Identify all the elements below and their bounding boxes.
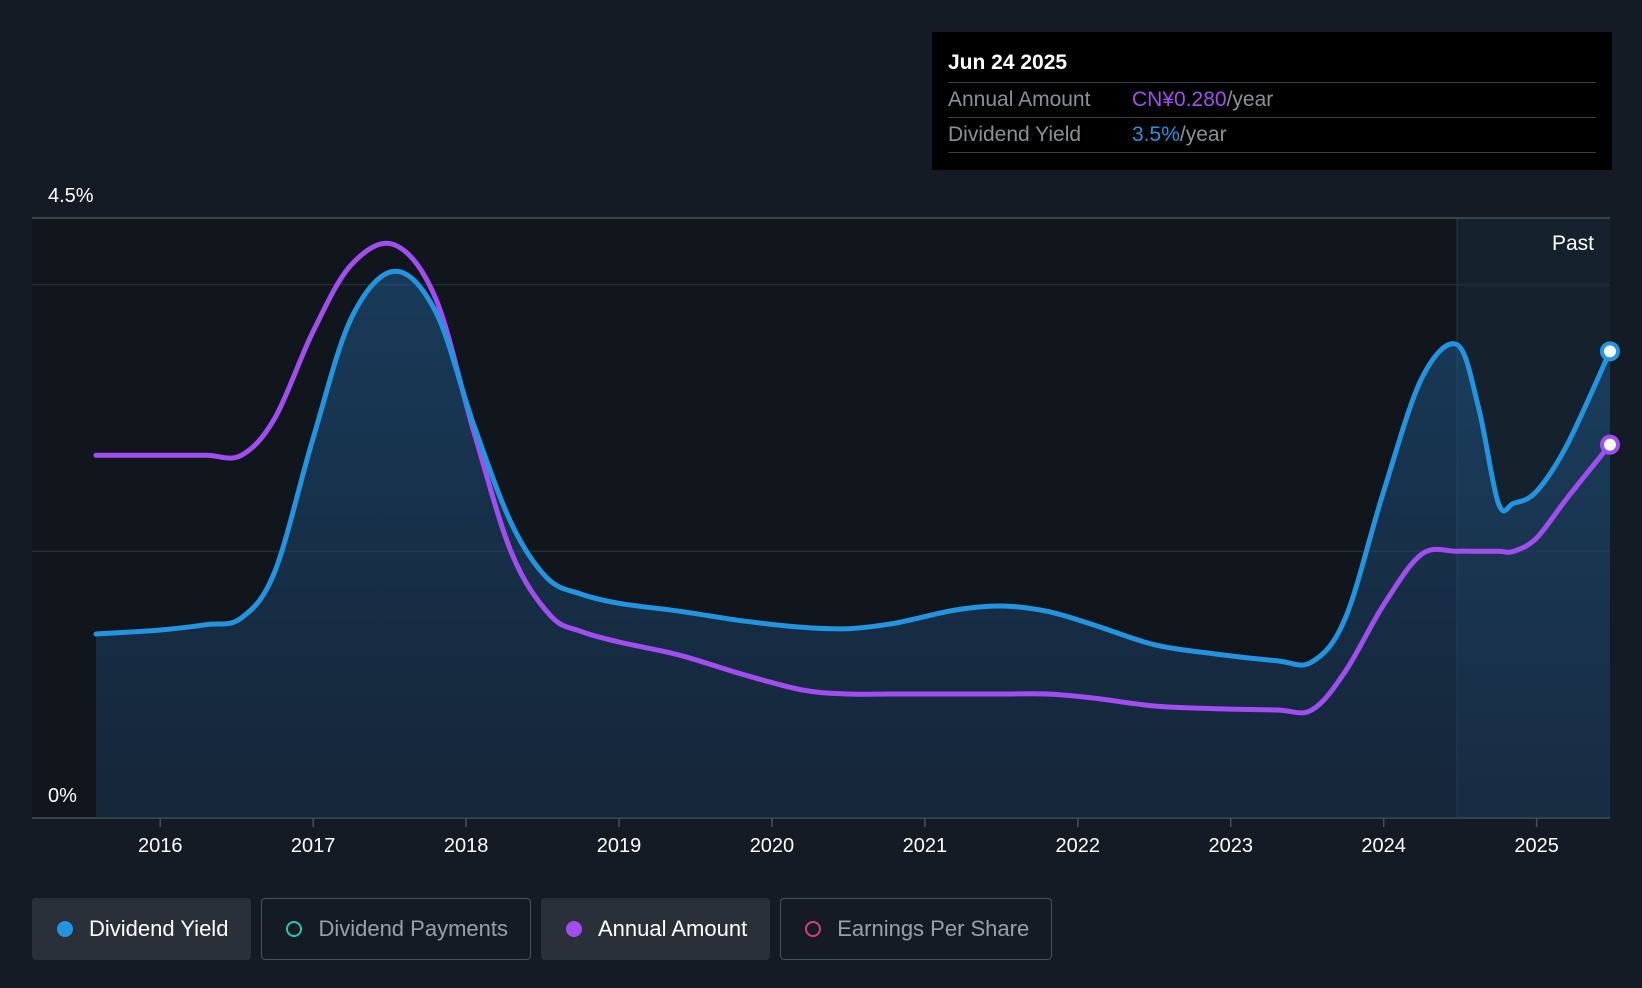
annual-amount-end-marker [1600,434,1620,455]
tooltip: Jun 24 2025 Annual Amount CN¥0.280 /year… [932,32,1612,170]
legend-dividend-yield-button[interactable]: Dividend Yield [32,898,252,960]
legend-annual-amount-button[interactable]: Annual Amount [540,898,771,960]
tooltip-row-dividend-yield: Dividend Yield 3.5% /year [948,117,1596,153]
tooltip-date: Jun 24 2025 [948,51,1068,74]
filled-circle-icon [565,921,582,937]
hollow-circle-icon [805,921,822,937]
annual-amount-line [93,240,1613,716]
dividend-yield-end-marker [1600,341,1620,362]
x-axis-ticks: 2016 2017 2018 2019 2020 2021 2022 2023 2024 2025 [138,818,1559,857]
past-label: Past [1552,232,1594,255]
legend-label: Dividend Yield [89,916,229,941]
legend-dividend-payments-button[interactable]: Dividend Payments [261,898,531,960]
tooltip-unit: /year [1179,123,1227,146]
dividend-yield-area [96,271,1610,819]
y-axis-min-label: 0% [48,785,77,807]
tooltip-label: Dividend Yield [948,123,1082,146]
hollow-circle-icon [286,921,303,937]
x-tick-label: 2018 [444,835,489,857]
legend-label: Dividend Payments [318,916,508,941]
legend-label: Earnings Per Share [837,916,1030,941]
y-axis-max-label: 4.5% [48,185,94,207]
legend: Dividend Yield Dividend Payments Annual … [32,898,1053,960]
x-tick-label: 2025 [1514,835,1559,857]
x-tick-label: 2019 [597,835,642,857]
tooltip-value: CN¥0.280 [1132,88,1227,111]
x-tick-label: 2022 [1056,835,1101,857]
x-tick-label: 2016 [138,835,183,857]
legend-earnings-per-share-button[interactable]: Earnings Per Share [780,898,1053,960]
x-tick-label: 2017 [291,835,336,857]
tooltip-row-annual-amount: Annual Amount CN¥0.280 /year [948,82,1596,117]
tooltip-value: 3.5% [1132,123,1180,146]
tooltip-unit: /year [1226,88,1274,111]
legend-label: Annual Amount [597,916,748,941]
x-tick-label: 2020 [750,835,795,857]
dividend-yield-line [93,268,1613,668]
filled-circle-icon [57,921,73,937]
tooltip-label: Annual Amount [948,88,1091,111]
x-tick-label: 2024 [1361,835,1406,857]
x-tick-label: 2021 [903,835,948,857]
x-tick-label: 2023 [1208,835,1253,857]
